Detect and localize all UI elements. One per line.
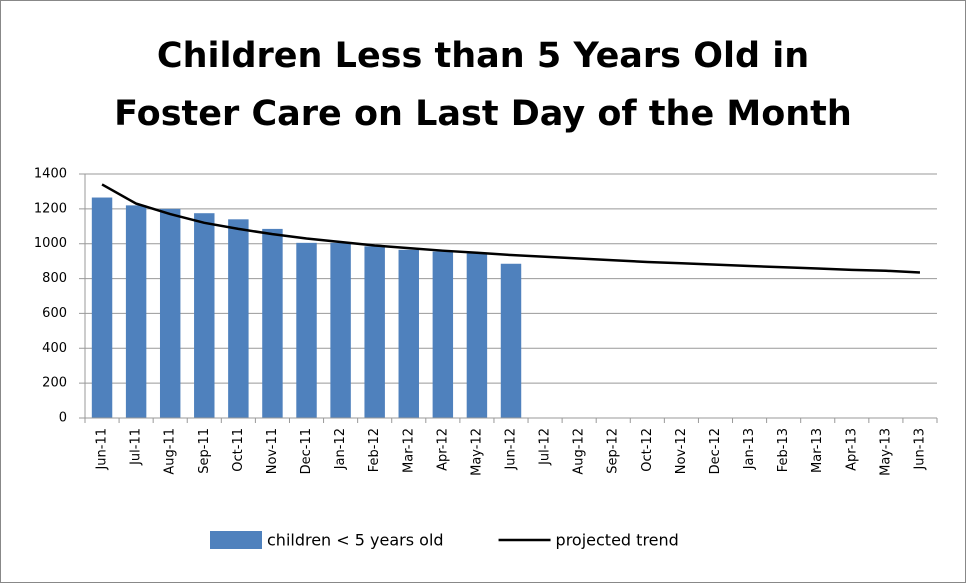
bar [262,228,283,418]
legend-label: children < 5 years old [267,531,444,550]
x-tick-label: Jun-12 [504,428,519,471]
bar [364,246,385,418]
y-tick-label: 600 [42,306,67,321]
x-tick-label: Nov-12 [674,428,689,474]
bar [398,249,419,418]
x-tick-label: Sep-12 [606,428,621,474]
x-tick-label: Feb-12 [367,428,382,472]
x-tick-label: Apr-12 [435,428,450,471]
x-tick-label: Aug-12 [572,428,587,475]
x-tick-label: Feb-13 [776,428,791,472]
x-tick-label: Oct-12 [640,428,655,472]
chart-title: Children Less than 5 Years Old in [157,36,809,76]
x-tick-label: May-12 [469,428,484,476]
x-tick-label: Sep-11 [197,428,212,474]
x-tick-label: Oct-11 [231,428,246,472]
x-tick-label: Dec-12 [708,428,723,474]
x-tick-label: Mar-12 [401,428,416,473]
y-tick-label: 1000 [34,236,67,251]
x-tick-label: Apr-13 [844,428,859,471]
x-tick-label: Aug-11 [163,428,178,475]
y-tick-label: 800 [42,271,67,286]
legend-label: projected trend [556,531,679,550]
x-tick-label: Mar-13 [810,428,825,473]
y-tick-label: 200 [42,376,67,391]
bar [330,242,351,418]
bar [296,242,317,418]
y-tick-label: 400 [42,341,67,356]
x-tick-label: Jan-12 [333,428,348,470]
trend-line [101,183,921,274]
y-tick-label: 1200 [34,201,67,216]
x-tick-label: Jun-13 [912,428,927,471]
x-tick-label: May-13 [878,428,893,476]
bar [91,197,113,418]
bar [466,253,488,418]
bar [228,219,249,418]
bar [194,213,215,418]
x-tick-label: Jul-11 [129,428,144,466]
bar [432,251,454,418]
chart-title: Foster Care on Last Day of the Month [114,94,852,134]
y-tick-label: 0 [59,411,67,426]
x-tick-label: Nov-11 [265,428,280,474]
bar [500,263,522,418]
x-tick-label: Jan-13 [742,428,757,470]
x-tick-label: Jun-11 [95,428,110,471]
bar [159,208,181,418]
x-tick-label: Jul-12 [538,428,553,466]
x-tick-label: Dec-11 [299,428,314,474]
y-tick-label: 1400 [34,167,67,182]
legend-swatch [210,531,262,549]
bar [125,205,147,418]
